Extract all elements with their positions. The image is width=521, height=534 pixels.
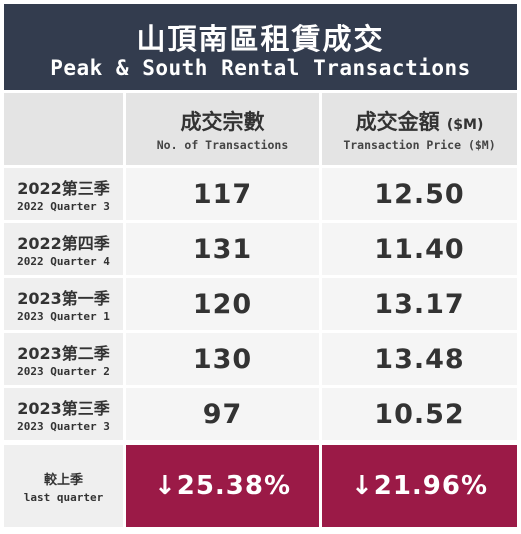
transactions-change: ↓25.38% xyxy=(126,445,319,527)
price-value: 13.48 xyxy=(322,333,517,385)
column-header-price: 成交金額 ($M) Transaction Price ($M) xyxy=(322,93,517,165)
row-label: 2023第一季 2023 Quarter 1 xyxy=(4,278,123,330)
row-label-english: 2022 Quarter 4 xyxy=(17,255,110,268)
transactions-value: 130 xyxy=(126,333,319,385)
row-label-english: 2023 Quarter 3 xyxy=(17,420,110,433)
row-label-english: 2023 Quarter 2 xyxy=(17,365,110,378)
price-change: ↓21.96% xyxy=(322,445,517,527)
table-header: 山頂南區租賃成交 Peak & South Rental Transaction… xyxy=(4,4,517,90)
title-chinese: 山頂南區租賃成交 xyxy=(136,22,385,56)
row-label-chinese: 2023第一季 xyxy=(17,289,110,308)
price-number: 13.48 xyxy=(374,343,465,375)
transactions-value: 131 xyxy=(126,223,319,275)
column-unit: ($M) xyxy=(446,117,484,133)
row-label-chinese: 2023第三季 xyxy=(17,399,110,418)
column-label-english: Transaction Price ($M) xyxy=(343,138,496,152)
transactions-change-value: ↓25.38% xyxy=(153,471,292,501)
transactions-value: 97 xyxy=(126,388,319,440)
title-english: Peak & South Rental Transactions xyxy=(50,56,471,80)
price-change-value: ↓21.96% xyxy=(350,471,489,501)
row-label-chinese: 2022第四季 xyxy=(17,234,110,253)
price-number: 11.40 xyxy=(374,233,465,265)
row-label: 2023第三季 2023 Quarter 3 xyxy=(4,388,123,440)
row-label: 2022第四季 2022 Quarter 4 xyxy=(4,223,123,275)
row-label: 2022第三季 2022 Quarter 3 xyxy=(4,168,123,220)
column-header-transactions: 成交宗數 No. of Transactions xyxy=(126,93,319,165)
transactions-value: 117 xyxy=(126,168,319,220)
transactions-number: 131 xyxy=(192,233,253,265)
comparison-label-english: last quarter xyxy=(23,490,104,504)
column-label-chinese: 成交宗數 xyxy=(180,110,265,134)
row-label-chinese: 2022第三季 xyxy=(17,179,110,198)
transactions-number: 120 xyxy=(192,288,253,320)
price-value: 11.40 xyxy=(322,223,517,275)
transactions-number: 97 xyxy=(202,398,243,430)
comparison-label-chinese: 較上季 xyxy=(43,472,83,488)
corner-cell xyxy=(4,93,123,165)
row-label-english: 2022 Quarter 3 xyxy=(17,200,110,213)
transactions-value: 120 xyxy=(126,278,319,330)
row-label: 2023第二季 2023 Quarter 2 xyxy=(4,333,123,385)
price-value: 13.17 xyxy=(322,278,517,330)
transactions-number: 117 xyxy=(192,178,253,210)
column-label-chinese: 成交金額 ($M) xyxy=(355,110,484,134)
transactions-number: 130 xyxy=(192,343,253,375)
row-label-english: 2023 Quarter 1 xyxy=(17,310,110,323)
price-number: 10.52 xyxy=(374,398,465,430)
price-value: 10.52 xyxy=(322,388,517,440)
price-number: 13.17 xyxy=(374,288,465,320)
row-label-chinese: 2023第二季 xyxy=(17,344,110,363)
comparison-label: 較上季 last quarter xyxy=(4,445,123,527)
price-value: 12.50 xyxy=(322,168,517,220)
column-label-english: No. of Transactions xyxy=(156,138,289,152)
price-number: 12.50 xyxy=(374,178,465,210)
